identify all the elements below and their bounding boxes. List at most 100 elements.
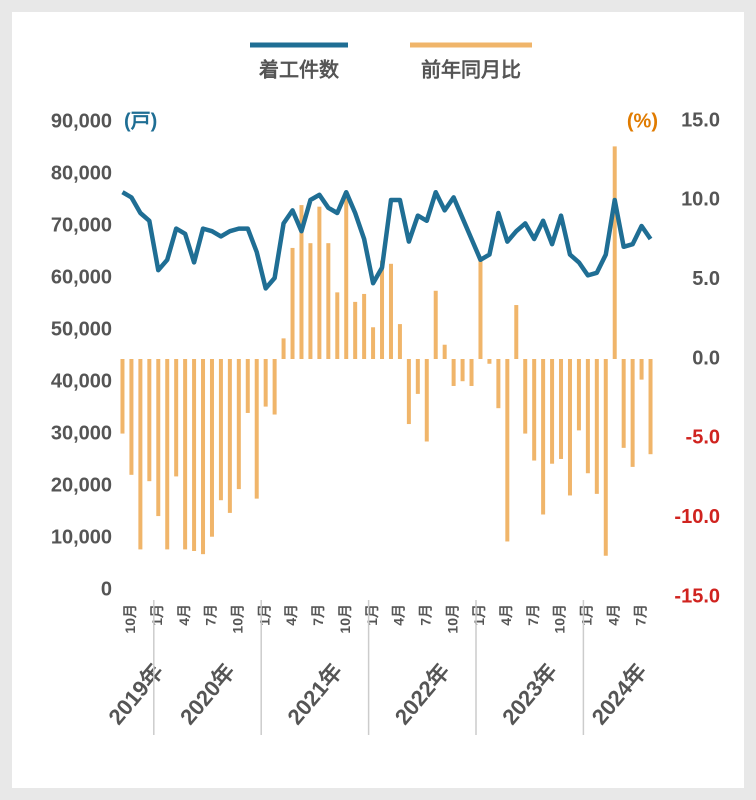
bar <box>174 359 179 477</box>
y2-tick-label: -10.0 <box>674 506 720 528</box>
bar <box>192 359 197 551</box>
bar <box>523 359 528 434</box>
bar <box>209 359 214 537</box>
bar <box>567 359 572 496</box>
bar <box>138 359 143 550</box>
x-tick-label: 4月 <box>283 604 299 626</box>
x-tick-label: 1月 <box>149 604 165 626</box>
bar <box>380 260 385 359</box>
bar <box>236 359 241 490</box>
bar <box>505 359 510 542</box>
bar <box>415 359 420 394</box>
bar <box>621 359 626 448</box>
x-tick-label: 4月 <box>391 604 407 626</box>
y-tick-label: 90,000 <box>51 110 112 132</box>
bar <box>397 324 402 359</box>
bar <box>317 206 322 359</box>
bar <box>290 247 295 359</box>
x-tick-label: 10月 <box>337 604 353 634</box>
bar <box>594 359 599 494</box>
bar <box>227 359 232 513</box>
x-tick-label: 10月 <box>552 604 568 634</box>
y2-tick-label: 0.0 <box>692 347 720 369</box>
legend-label: 着工件数 <box>258 57 340 81</box>
bar <box>585 359 590 474</box>
y2-unit: (%) <box>627 110 658 132</box>
x-tick-label: 1月 <box>364 604 380 626</box>
y2-tick-label: -5.0 <box>686 427 720 449</box>
bar <box>308 243 313 359</box>
bar <box>550 359 555 464</box>
bar <box>147 359 152 482</box>
bar <box>371 327 376 359</box>
y-tick-label: 80,000 <box>51 162 112 184</box>
bar <box>263 359 268 407</box>
x-tick-label: 1月 <box>256 604 272 626</box>
bar <box>576 359 581 431</box>
bar <box>451 359 456 386</box>
y2-tick-label: 5.0 <box>692 268 720 290</box>
bar <box>326 243 331 359</box>
bar <box>344 195 349 359</box>
bar <box>424 359 429 442</box>
y-tick-label: 40,000 <box>51 370 112 392</box>
bar <box>201 359 206 555</box>
bar <box>120 359 125 434</box>
x-tick-label: 7月 <box>310 604 326 626</box>
bar <box>496 359 501 409</box>
bar <box>469 359 474 386</box>
y-tick-label: 50,000 <box>51 318 112 340</box>
legend-label: 前年同月比 <box>421 57 521 81</box>
bar <box>639 359 644 380</box>
bar <box>335 292 340 359</box>
bar <box>245 359 250 413</box>
y-unit: (戸) <box>124 110 157 132</box>
y-tick-label: 20,000 <box>51 474 112 496</box>
bar <box>487 359 492 364</box>
bar <box>532 359 537 461</box>
x-tick-label: 4月 <box>605 604 621 626</box>
bar <box>362 293 367 359</box>
bar <box>433 290 438 359</box>
bar <box>460 359 465 382</box>
x-tick-label: 7月 <box>417 604 433 626</box>
x-tick-label: 10月 <box>122 604 138 634</box>
x-tick-label: 7月 <box>525 604 541 626</box>
bar <box>281 338 286 359</box>
bar <box>612 146 617 359</box>
bar <box>603 359 608 556</box>
bar <box>156 359 161 517</box>
y-tick-label: 60,000 <box>51 266 112 288</box>
x-tick-label: 7月 <box>203 604 219 626</box>
x-tick-label: 10月 <box>230 604 246 634</box>
y-tick-label: 10,000 <box>51 526 112 548</box>
bar <box>648 359 653 455</box>
bar <box>406 359 411 425</box>
y2-tick-label: 10.0 <box>681 189 720 211</box>
bar <box>541 359 546 515</box>
x-tick-label: 4月 <box>176 604 192 626</box>
bar <box>129 359 134 475</box>
x-tick-label: 1月 <box>579 604 595 626</box>
y2-tick-label: 15.0 <box>681 109 720 131</box>
y2-tick-label: -15.0 <box>674 585 720 607</box>
bar <box>630 359 635 467</box>
bar <box>442 344 447 359</box>
x-tick-label: 4月 <box>498 604 514 626</box>
bar <box>559 359 564 459</box>
bar <box>353 301 358 359</box>
bar <box>218 359 223 501</box>
bar <box>165 359 170 550</box>
x-tick-label: 1月 <box>471 604 487 626</box>
x-tick-label: 10月 <box>444 604 460 634</box>
y-tick-label: 70,000 <box>51 214 112 236</box>
bar <box>514 305 519 359</box>
y-tick-label: 0 <box>101 578 112 600</box>
x-tick-label: 7月 <box>632 604 648 626</box>
y-tick-label: 30,000 <box>51 422 112 444</box>
bar <box>272 359 277 415</box>
bar <box>299 205 304 359</box>
bar <box>183 359 188 550</box>
bar <box>478 259 483 359</box>
